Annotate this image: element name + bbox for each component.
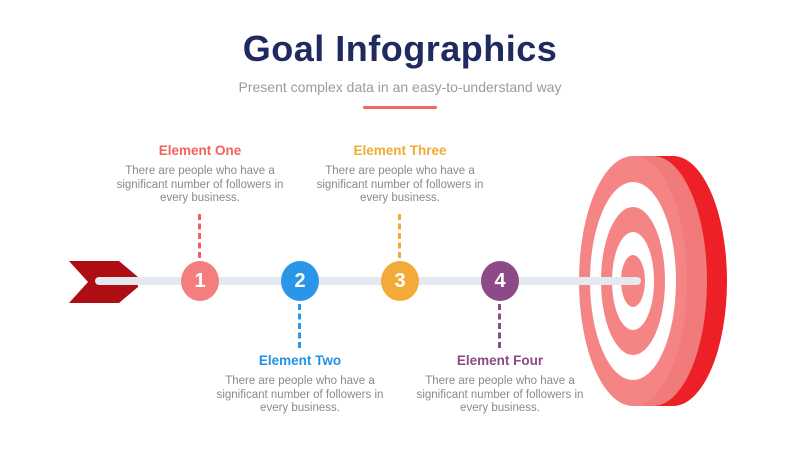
connector-element-four	[498, 304, 501, 348]
element-three-label: Element Three There are people who have …	[310, 143, 490, 206]
timeline-node-1: 1	[181, 261, 219, 301]
element-title: Element Two	[258, 353, 342, 368]
node-number: 1	[194, 269, 206, 292]
header: Goal Infographics Present complex data i…	[0, 0, 800, 109]
element-two-label: Element Two There are people who have a …	[210, 353, 390, 416]
timeline-node-2: 2	[281, 261, 319, 301]
node-number: 3	[394, 269, 406, 292]
element-description: There are people who have a significant …	[116, 165, 284, 204]
timeline-node-3: 3	[381, 261, 419, 301]
connector-element-one	[198, 214, 201, 258]
node-number: 2	[294, 269, 306, 292]
element-title: Element One	[158, 143, 242, 158]
timeline-node-4: 4	[481, 261, 519, 301]
element-description: There are people who have a significant …	[316, 165, 484, 204]
element-description: There are people who have a significant …	[216, 375, 384, 414]
bullseye-target-icon	[579, 156, 727, 406]
element-one-label: Element One There are people who have a …	[110, 143, 290, 206]
element-description: There are people who have a significant …	[416, 375, 584, 414]
title-divider	[363, 106, 437, 109]
timeline-track	[95, 277, 641, 285]
element-title: Element Three	[353, 143, 447, 158]
element-four-label: Element Four There are people who have a…	[410, 353, 590, 416]
page-title: Goal Infographics	[242, 28, 558, 69]
node-number: 4	[494, 269, 506, 292]
element-title: Element Four	[456, 353, 544, 368]
connector-element-three	[398, 214, 401, 258]
page-subtitle: Present complex data in an easy-to-under…	[238, 79, 562, 95]
connector-element-two	[298, 304, 301, 348]
